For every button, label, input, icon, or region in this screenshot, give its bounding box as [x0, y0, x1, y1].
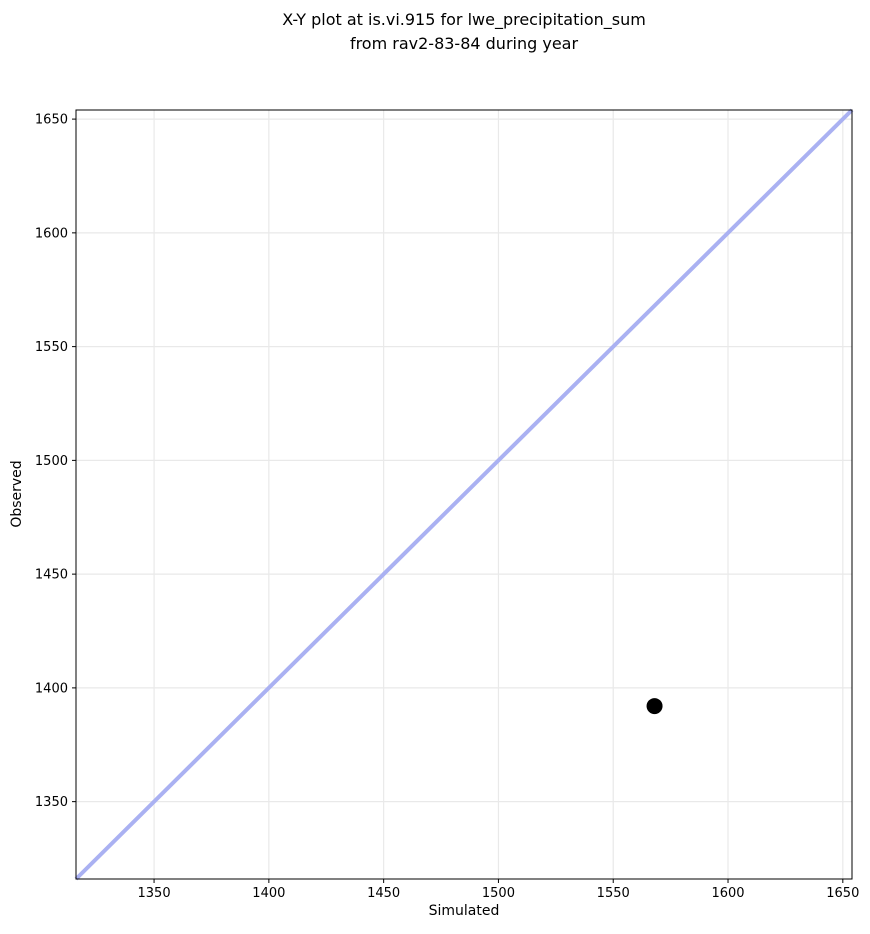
chart-title-line-1: X-Y plot at is.vi.915 for lwe_precipitat… — [282, 10, 646, 29]
data-point — [646, 698, 663, 715]
y-axis-label: Observed — [9, 460, 25, 528]
y-tick-label: 1450 — [35, 568, 68, 583]
y-tick-label: 1550 — [35, 340, 68, 355]
x-tick-label: 1450 — [367, 886, 400, 901]
y-tick-label: 1600 — [35, 226, 68, 241]
chart-title-line-2: from rav2-83-84 during year — [349, 34, 579, 53]
y-tick-label: 1500 — [35, 454, 68, 469]
identity-line — [74, 108, 854, 881]
x-tick-label: 1400 — [252, 886, 285, 901]
y-tick-label: 1350 — [35, 795, 68, 810]
x-tick-label: 1350 — [138, 886, 171, 901]
y-tick-label: 1650 — [35, 113, 68, 128]
x-axis-label: Simulated — [428, 903, 500, 919]
x-tick-label: 1550 — [597, 886, 630, 901]
x-tick-label: 1500 — [482, 886, 515, 901]
chart-title: X-Y plot at is.vi.915 for lwe_precipitat… — [76, 8, 852, 56]
y-tick-label: 1400 — [35, 681, 68, 696]
x-tick-label: 1600 — [711, 886, 744, 901]
x-tick-label: 1650 — [826, 886, 859, 901]
axes-border — [75, 109, 853, 880]
